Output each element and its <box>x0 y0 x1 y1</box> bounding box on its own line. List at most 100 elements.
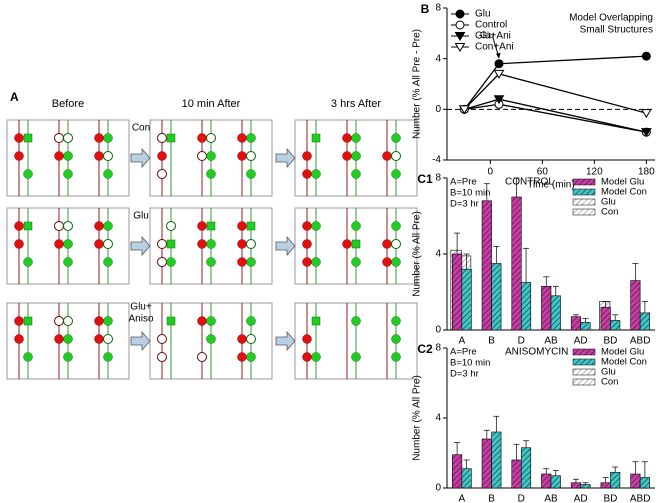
red-dot <box>94 151 104 161</box>
bar <box>630 473 641 489</box>
green-dot <box>206 239 216 249</box>
condition-label: Glu+ <box>130 302 152 313</box>
x-tick-label: ABD <box>630 336 651 347</box>
panel-label: C1 <box>417 172 433 186</box>
red-dot <box>197 239 207 249</box>
green-dot <box>311 221 321 231</box>
red-dot <box>237 334 247 344</box>
y-tick-label: 0 <box>435 483 441 494</box>
green-dot <box>391 334 401 344</box>
x-tick-label: D <box>518 336 525 347</box>
green-dot <box>206 257 216 267</box>
green-dot <box>246 257 256 267</box>
open-dot <box>63 221 73 231</box>
legend-marker <box>455 20 465 30</box>
x-tick-label: BD <box>603 494 617 503</box>
green-dot <box>351 151 361 161</box>
green-dot <box>63 151 73 161</box>
bar <box>630 280 641 331</box>
bar <box>541 473 552 489</box>
series-line <box>464 103 647 133</box>
red-dot <box>302 239 312 249</box>
y-tick-label: -4 <box>432 155 441 166</box>
open-dot <box>246 334 256 344</box>
red-dot <box>94 316 104 326</box>
bar <box>580 484 591 489</box>
annotation: B=10 min <box>450 188 490 199</box>
legend-swatch <box>572 368 596 376</box>
transition-arrow <box>275 235 296 257</box>
annotation: D=3 hr <box>450 369 479 380</box>
green-dot <box>103 221 113 231</box>
green-dot <box>23 169 33 179</box>
panel-label: A <box>10 90 19 104</box>
open-dot <box>391 239 401 249</box>
bar <box>452 454 463 489</box>
bar <box>461 268 472 331</box>
marker <box>640 128 652 138</box>
y-tick-label: 4 <box>435 413 441 424</box>
green-square <box>23 221 33 231</box>
red-dot <box>94 334 104 344</box>
green-square <box>206 221 216 231</box>
x-tick-label: 120 <box>586 167 603 178</box>
red-dot <box>94 133 104 143</box>
red-dot <box>342 239 352 249</box>
legend-swatch <box>572 178 596 186</box>
green-dot <box>206 169 216 179</box>
green-square <box>23 133 33 143</box>
x-tick-label: AD <box>574 494 588 503</box>
green-dot <box>103 316 113 326</box>
open-dot <box>157 352 167 362</box>
green-dot <box>391 316 401 326</box>
y-tick-label: 4 <box>435 53 441 64</box>
open-dot <box>246 151 256 161</box>
bar <box>610 320 621 331</box>
panel-label: B <box>421 2 430 16</box>
red-dot <box>302 169 312 179</box>
marker <box>493 95 505 105</box>
x-tick-label: D <box>518 494 525 503</box>
red-dot <box>54 151 64 161</box>
green-dot <box>103 133 113 143</box>
green-dot <box>103 257 113 267</box>
transition-arrow <box>130 330 151 352</box>
x-tick-label: BD <box>603 336 617 347</box>
red-dot <box>14 316 24 326</box>
open-dot <box>197 151 207 161</box>
red-dot <box>14 239 24 249</box>
green-dot <box>246 316 256 326</box>
green-dot <box>311 169 321 179</box>
open-dot <box>197 352 207 362</box>
red-dot <box>14 151 24 161</box>
green-dot <box>166 257 176 267</box>
green-dot <box>391 352 401 362</box>
legend-label: Glu <box>601 197 616 208</box>
bar <box>600 482 611 489</box>
y-tick-label: 8 <box>435 343 441 354</box>
green-dot <box>206 151 216 161</box>
bar <box>570 316 582 331</box>
green-dot <box>63 239 73 249</box>
red-dot <box>157 151 167 161</box>
red-dot <box>237 133 247 143</box>
red-dot <box>14 334 24 344</box>
annotation: B=10 min <box>450 358 490 369</box>
green-dot <box>63 257 73 267</box>
legend-label: Glu <box>601 367 616 378</box>
legend-label: Model Glu <box>601 177 644 188</box>
x-tick-label: AD <box>574 336 588 347</box>
green-dot <box>351 352 361 362</box>
marker <box>458 105 470 115</box>
green-dot <box>206 316 216 326</box>
legend-label: Con <box>601 377 618 388</box>
green-dot <box>63 352 73 362</box>
x-tick-label: 60 <box>537 167 549 178</box>
legend-label: Model Con <box>601 357 647 368</box>
open-dot <box>246 239 256 249</box>
open-dot <box>157 169 167 179</box>
green-dot <box>351 221 361 231</box>
bar <box>511 459 522 489</box>
y-tick-label: 8 <box>435 3 441 14</box>
